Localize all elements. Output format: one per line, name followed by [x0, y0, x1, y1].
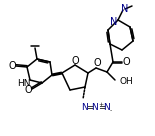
Text: N: N — [81, 103, 87, 112]
Text: N: N — [104, 103, 110, 112]
Text: HN: HN — [17, 80, 31, 89]
Text: =: = — [98, 103, 106, 112]
Text: O: O — [71, 56, 79, 66]
Text: N: N — [121, 4, 129, 14]
Text: N: N — [110, 17, 118, 27]
Text: =: = — [86, 103, 94, 112]
Text: OH: OH — [120, 78, 134, 86]
Text: +: + — [98, 103, 103, 107]
Text: O: O — [93, 58, 101, 68]
Text: N: N — [92, 103, 98, 112]
Text: -: - — [110, 109, 112, 114]
Text: O: O — [122, 57, 130, 67]
Text: O: O — [8, 61, 16, 71]
Text: O: O — [24, 85, 32, 95]
